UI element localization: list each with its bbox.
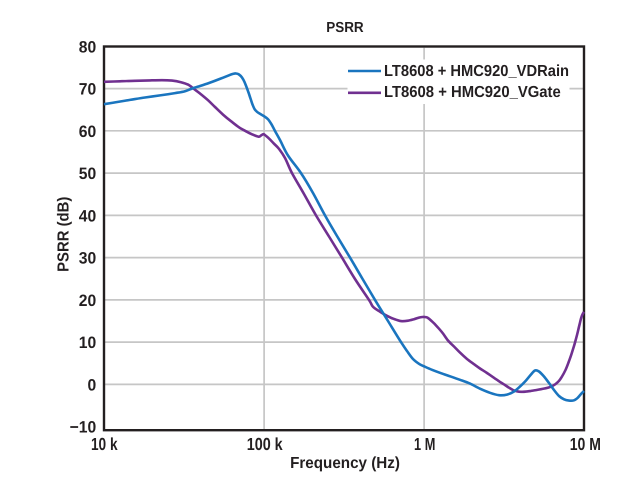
svg-text:10 k: 10 k: [91, 434, 118, 454]
svg-text:10 M: 10 M: [570, 434, 601, 454]
svg-text:Frequency (Hz): Frequency (Hz): [290, 455, 400, 472]
svg-text:−10: −10: [70, 419, 97, 437]
svg-text:100 k: 100 k: [247, 434, 283, 454]
svg-text:10: 10: [79, 334, 96, 352]
svg-text:40: 40: [79, 207, 96, 225]
svg-text:1 M: 1 M: [414, 434, 435, 454]
svg-text:20: 20: [79, 292, 96, 310]
svg-text:50: 50: [79, 165, 96, 183]
svg-text:80: 80: [79, 39, 96, 57]
svg-text:30: 30: [79, 250, 96, 268]
svg-text:60: 60: [79, 123, 96, 141]
svg-text:PSRR: PSRR: [326, 20, 364, 36]
svg-text:0: 0: [87, 376, 96, 394]
svg-text:LT8608 + HMC920_VDRain: LT8608 + HMC920_VDRain: [384, 63, 569, 80]
svg-text:LT8608 + HMC920_VGate: LT8608 + HMC920_VGate: [384, 84, 561, 101]
svg-text:PSRR (dB): PSRR (dB): [56, 197, 73, 272]
svg-text:70: 70: [79, 81, 96, 99]
